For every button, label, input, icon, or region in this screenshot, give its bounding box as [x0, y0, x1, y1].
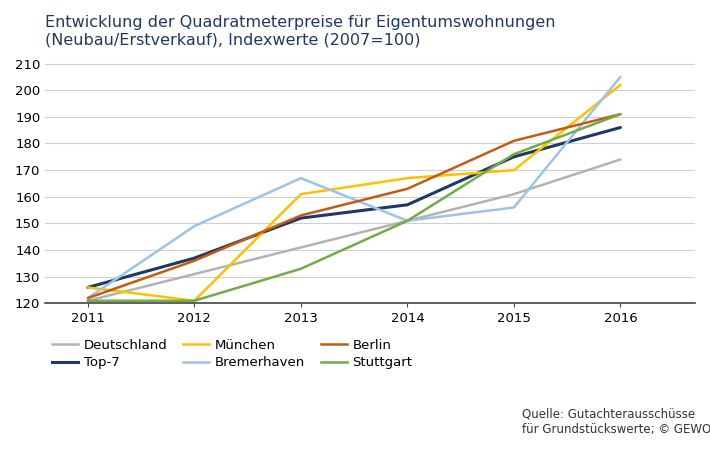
Text: Quelle: Gutachterausschüsse
für Grundstückswerte; © GEWOS: Quelle: Gutachterausschüsse für Grundstü…	[522, 408, 710, 436]
Text: Entwicklung der Quadratmeterpreise für Eigentumswohnungen
(Neubau/Erstverkauf), : Entwicklung der Quadratmeterpreise für E…	[45, 15, 556, 47]
Legend: Deutschland, Top-7, München, Bremerhaven, Berlin, Stuttgart: Deutschland, Top-7, München, Bremerhaven…	[52, 338, 413, 369]
